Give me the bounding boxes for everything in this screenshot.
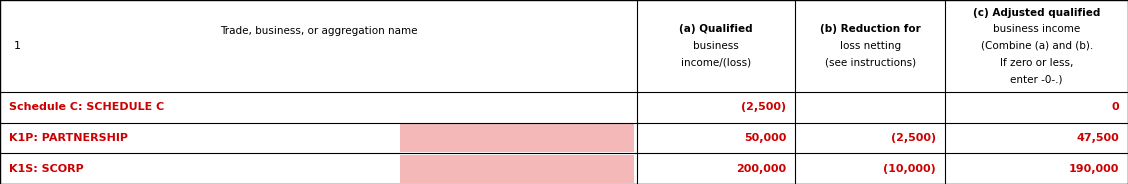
Text: 200,000: 200,000: [737, 164, 786, 174]
Text: 50,000: 50,000: [743, 133, 786, 143]
Text: K1S: SCORP: K1S: SCORP: [9, 164, 83, 174]
Text: Trade, business, or aggregation name: Trade, business, or aggregation name: [220, 26, 417, 36]
Text: income/(loss): income/(loss): [681, 58, 751, 68]
Text: Schedule C: SCHEDULE C: Schedule C: SCHEDULE C: [9, 102, 165, 112]
Text: (Combine (a) and (b).: (Combine (a) and (b).: [980, 41, 1093, 51]
Text: 190,000: 190,000: [1068, 164, 1119, 174]
Text: (b) Reduction for: (b) Reduction for: [820, 24, 920, 34]
Text: loss netting: loss netting: [839, 41, 901, 51]
Text: 1: 1: [14, 41, 20, 51]
Text: K1P: PARTNERSHIP: K1P: PARTNERSHIP: [9, 133, 127, 143]
Text: (2,500): (2,500): [891, 133, 936, 143]
Text: (a) Qualified: (a) Qualified: [679, 24, 754, 34]
Text: 0: 0: [1111, 102, 1119, 112]
Text: (see instructions): (see instructions): [825, 58, 916, 68]
Text: 47,500: 47,500: [1076, 133, 1119, 143]
Text: (c) Adjusted qualified: (c) Adjusted qualified: [973, 8, 1100, 18]
Bar: [400, 155, 634, 183]
Text: enter -0-.): enter -0-.): [1011, 74, 1063, 84]
Bar: [400, 124, 634, 152]
Text: If zero or less,: If zero or less,: [999, 58, 1074, 68]
Text: (10,000): (10,000): [883, 164, 936, 174]
Text: business income: business income: [993, 24, 1081, 34]
Text: (2,500): (2,500): [741, 102, 786, 112]
Text: business: business: [694, 41, 739, 51]
